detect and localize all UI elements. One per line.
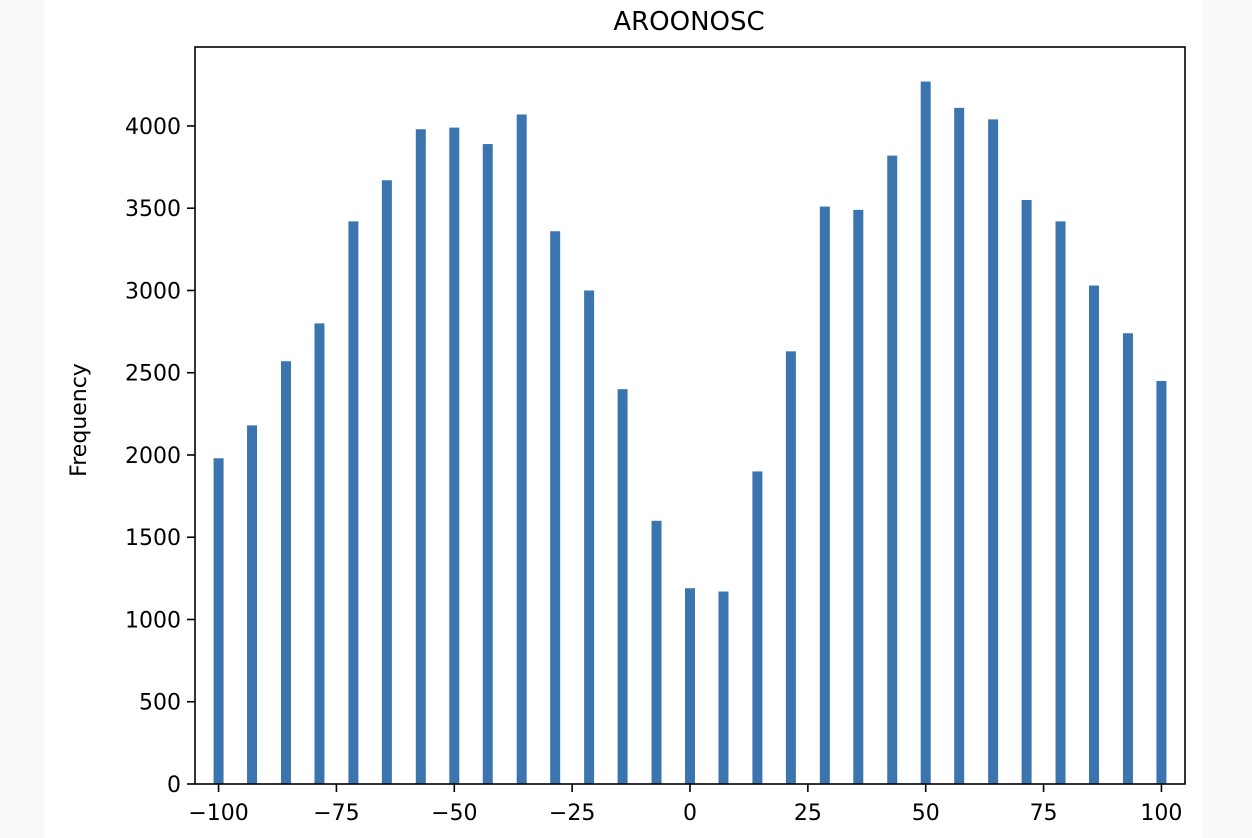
x-tick-label: −50: [431, 801, 477, 826]
bar: [752, 471, 763, 784]
bar: [988, 119, 999, 784]
bar: [887, 155, 898, 784]
bar: [819, 206, 830, 784]
bar: [381, 180, 392, 784]
bar: [280, 361, 291, 784]
y-tick-label: 1500: [125, 526, 181, 551]
bar: [415, 129, 426, 784]
x-tick-label: 50: [912, 801, 940, 826]
bar: [584, 290, 595, 784]
chart-figure: AROONOSC Frequency −100 −75 −50 −25 0 25 50 75 1…: [44, 0, 1202, 838]
chart-title: AROONOSC: [613, 7, 764, 37]
x-tick-label: 0: [683, 801, 697, 826]
histogram-chart: AROONOSC Frequency −100 −75 −50 −25 0 25 50 75 1…: [67, 7, 1186, 826]
y-tick-label: 3000: [125, 279, 181, 304]
y-axis: 0 500 1000 1500 2000 2500 3000 3500 4000: [125, 115, 195, 798]
x-tick-label: 100: [1140, 801, 1182, 826]
bar: [449, 127, 460, 785]
bar: [920, 81, 931, 785]
bar: [1021, 199, 1032, 785]
y-tick-label: 4000: [125, 115, 181, 140]
y-tick-label: 3500: [125, 197, 181, 222]
bar: [651, 520, 662, 784]
bar: [718, 591, 729, 784]
plot-frame: [194, 46, 1186, 785]
bar: [617, 389, 628, 784]
bar: [550, 231, 561, 784]
y-tick-label: 2000: [125, 444, 181, 469]
bar: [685, 588, 695, 784]
x-tick-label: 75: [1030, 801, 1058, 826]
bar: [1089, 285, 1100, 784]
bar: [785, 351, 796, 784]
bar: [247, 425, 258, 784]
x-axis: −100 −75 −50 −25 0 25 50 75 100: [188, 784, 1182, 826]
y-tick-label: 0: [167, 773, 181, 798]
bar: [314, 323, 325, 785]
bar: [853, 209, 864, 785]
y-axis-label: Frequency: [67, 363, 92, 477]
x-tick-label: 25: [794, 801, 822, 826]
bar: [1055, 221, 1066, 784]
x-tick-label: −75: [313, 801, 359, 826]
bar: [516, 114, 527, 784]
y-tick-label: 500: [139, 691, 181, 716]
bar: [1156, 380, 1167, 784]
bar: [482, 144, 493, 784]
x-tick-label: −100: [188, 801, 248, 826]
bars-group: [213, 81, 1167, 785]
bar: [213, 458, 224, 784]
bar: [954, 107, 965, 785]
x-tick-label: −25: [549, 801, 595, 826]
bar: [348, 221, 359, 784]
bar: [1122, 333, 1133, 784]
y-tick-label: 2500: [125, 362, 181, 387]
y-tick-label: 1000: [125, 608, 181, 633]
